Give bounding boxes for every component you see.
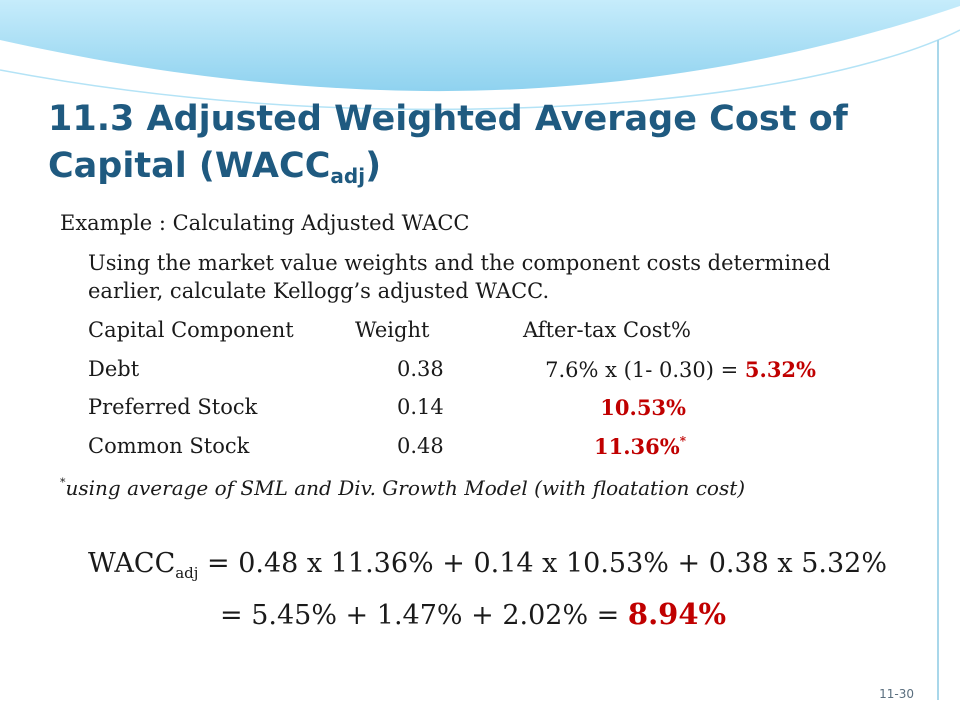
- row-weight: 0.14: [397, 395, 444, 419]
- header-component: Capital Component: [88, 318, 294, 342]
- formula-breakdown: = 5.45% + 1.47% + 2.02% =: [220, 600, 628, 631]
- row-component: Debt: [88, 357, 140, 381]
- row-cost-cell: 11.36%*: [594, 434, 686, 459]
- formula-lhs-subscript: adj: [175, 564, 199, 582]
- row-cost: 5.32%: [744, 357, 816, 382]
- row-cost-cell: 7.6% x (1- 0.30) = 5.32%: [545, 357, 816, 382]
- row-cost: 11.36%: [594, 434, 680, 459]
- wacc-formula-line1: WACCadj = 0.48 x 11.36% + 0.14 x 10.53% …: [88, 548, 888, 582]
- title-text: 11.3 Adjusted Weighted Average Cost of C…: [48, 99, 848, 186]
- title-close-paren: ): [365, 146, 382, 186]
- title-subscript: adj: [330, 164, 366, 188]
- row-calc: 7.6% x (1- 0.30) =: [545, 358, 745, 382]
- row-cost: 10.53%: [600, 395, 686, 420]
- slide-title: 11.3 Adjusted Weighted Average Cost of C…: [48, 96, 928, 190]
- row-cost-cell: 10.53%: [600, 395, 686, 420]
- footnote-text: using average of SML and Div. Growth Mod…: [65, 476, 746, 500]
- row-weight: 0.38: [397, 357, 444, 381]
- formula-expression: = 0.48 x 11.36% + 0.14 x 10.53% + 0.38 x…: [198, 548, 888, 579]
- footnote-mark: *: [60, 476, 66, 489]
- wacc-formula-line2: = 5.45% + 1.47% + 2.02% = 8.94%: [220, 597, 726, 631]
- row-footnote-mark: *: [679, 434, 686, 448]
- footnote: *using average of SML and Div. Growth Mo…: [60, 476, 745, 500]
- row-component: Common Stock: [88, 434, 250, 458]
- header-weight: Weight: [355, 318, 430, 342]
- slide-number: 11-30: [879, 687, 914, 701]
- wacc-result: 8.94%: [627, 597, 727, 631]
- header-cost: After-tax Cost%: [523, 318, 691, 342]
- instruction-text: Using the market value weights and the c…: [88, 251, 831, 303]
- row-component: Preferred Stock: [88, 395, 258, 419]
- example-heading: Example : Calculating Adjusted WACC: [60, 211, 470, 235]
- row-weight: 0.48: [397, 434, 444, 458]
- formula-lhs: WACC: [88, 548, 176, 579]
